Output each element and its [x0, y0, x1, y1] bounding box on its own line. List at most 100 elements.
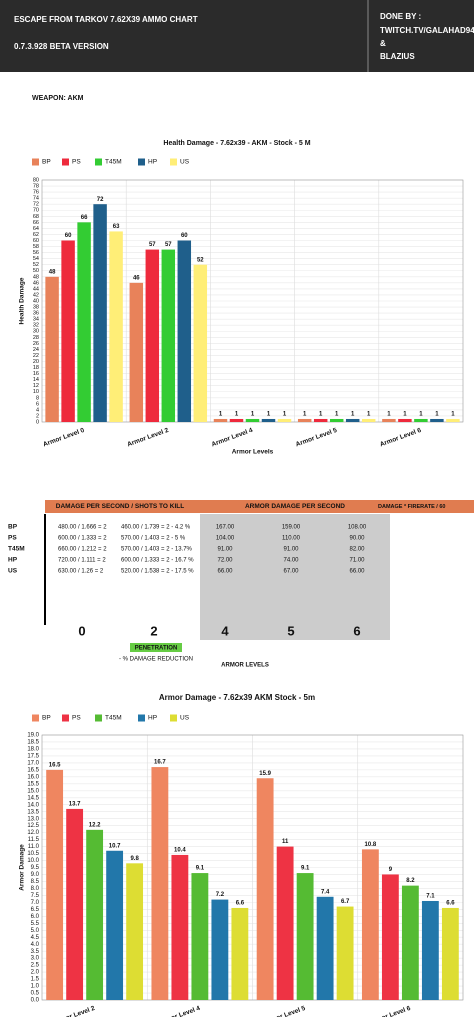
y-tick-label: 2.5	[31, 963, 40, 969]
legend-label: HP	[148, 159, 157, 166]
bar	[313, 418, 328, 422]
legend-swatch	[138, 714, 145, 722]
armor-box	[200, 514, 390, 640]
table-cell: 480.00 / 1.666 = 2	[58, 525, 107, 531]
y-tick-label: 17.0	[27, 760, 39, 766]
data-label: 9.1	[196, 866, 205, 872]
penetration-box	[130, 643, 182, 652]
y-tick-label: 19.0	[27, 733, 39, 739]
header-bar	[0, 0, 474, 72]
legend-swatch	[170, 158, 177, 166]
y-tick-label: 18.5	[27, 740, 39, 746]
legend-swatch	[95, 158, 102, 166]
table-cell: 600.00 / 1.333 = 2 - 16.7 %	[121, 558, 194, 564]
row-label: BP	[8, 524, 18, 531]
y-axis-label: Armor Damage	[19, 844, 26, 891]
legend-label: BP	[42, 715, 51, 722]
y-tick-label: 18.0	[27, 747, 39, 753]
table-cell: 74.00	[283, 558, 299, 564]
y-tick-label: 14	[33, 377, 39, 383]
bar	[86, 829, 104, 1000]
y-tick-label: 1.0	[31, 984, 40, 990]
legend-label: US	[180, 715, 190, 722]
legend-label: HP	[148, 715, 157, 722]
data-label: 1	[419, 412, 423, 418]
column-label: 6	[353, 623, 360, 638]
y-tick-label: 78	[33, 184, 39, 190]
x-tick-label: Armor Level 5	[295, 427, 338, 449]
table-cell: 66.00	[217, 569, 233, 575]
data-label: 60	[181, 233, 188, 239]
bar	[421, 900, 439, 1000]
data-label: 1	[351, 412, 355, 418]
table-cell: 67.00	[283, 569, 299, 575]
data-label: 52	[197, 257, 204, 263]
data-label: 9.8	[130, 856, 139, 862]
bar	[398, 418, 412, 422]
y-tick-label: 9.0	[31, 872, 40, 878]
y-tick-label: 0.0	[31, 998, 40, 1004]
y-tick-label: 22	[33, 353, 39, 359]
column-label: 5	[287, 623, 294, 638]
y-tick-label: 11.0	[28, 844, 40, 850]
data-label: 1	[387, 412, 391, 418]
credit: &	[380, 39, 386, 48]
y-tick-label: 60	[33, 238, 39, 244]
table-header: DAMAGE PER SECOND / SHOTS TO KILL	[56, 503, 184, 510]
data-label: 7.1	[426, 894, 435, 900]
bar	[93, 204, 107, 422]
y-tick-label: 46	[33, 280, 39, 286]
x-tick-label: Armor Level 2	[126, 427, 169, 449]
y-tick-label: 32	[33, 323, 39, 329]
bar	[213, 418, 228, 422]
x-tick-label: Armor Level 4	[158, 1005, 201, 1017]
bar	[256, 778, 274, 1000]
y-tick-label: 28	[33, 335, 39, 341]
y-tick-label: 12.5	[27, 823, 39, 829]
table-cell: 72.00	[217, 558, 233, 564]
y-tick-label: 50	[33, 268, 39, 274]
data-label: 1	[219, 412, 223, 418]
credit: TWITCH.TV/GALAHAD94	[380, 26, 474, 35]
column-label: 4	[221, 623, 229, 638]
y-tick-label: 9.5	[31, 865, 40, 871]
y-tick-label: 40	[33, 298, 39, 304]
y-tick-label: 16	[33, 371, 39, 377]
y-tick-label: 4.5	[31, 935, 40, 941]
y-tick-label: 76	[33, 190, 39, 196]
data-label: 6.7	[341, 899, 350, 905]
credit: BLAZIUS	[380, 52, 415, 61]
y-tick-label: 44	[33, 286, 39, 292]
y-tick-label: 56	[33, 250, 39, 256]
table-header: DAMAGE * FIRERATE / 60	[378, 504, 445, 510]
bar	[261, 418, 276, 422]
y-tick-label: 8	[36, 395, 39, 401]
y-tick-label: 54	[33, 256, 39, 262]
legend-swatch	[138, 158, 145, 166]
legend-label: PS	[72, 159, 81, 166]
y-tick-label: 20	[33, 359, 39, 365]
table-cell: 630.00 / 1.26 = 2	[58, 569, 104, 575]
y-tick-label: 26	[33, 341, 39, 347]
data-label: 57	[149, 242, 156, 248]
bar	[126, 863, 144, 1000]
y-tick-label: 4.0	[31, 942, 40, 948]
y-tick-label: 6.0	[31, 914, 40, 920]
bar	[361, 418, 376, 422]
y-tick-label: 7.5	[31, 893, 40, 899]
legend-swatch	[62, 158, 69, 166]
table-cell: 600.00 / 1.333 = 2	[58, 536, 107, 542]
data-label: 1	[303, 412, 307, 418]
y-tick-label: 42	[33, 292, 39, 298]
bar	[361, 849, 379, 1000]
y-tick-label: 16.5	[27, 767, 39, 773]
y-tick-label: 18	[33, 365, 39, 371]
y-tick-label: 5.5	[31, 921, 40, 927]
y-tick-label: 10.0	[27, 858, 39, 864]
data-label: 6.6	[446, 901, 455, 907]
y-tick-label: 34	[33, 317, 39, 323]
y-tick-label: 5.0	[31, 928, 40, 934]
table-cell: 520.00 / 1.538 = 2 - 17.5 %	[121, 569, 194, 575]
penetration: PENETRATION	[135, 646, 178, 652]
bar	[66, 808, 84, 1000]
